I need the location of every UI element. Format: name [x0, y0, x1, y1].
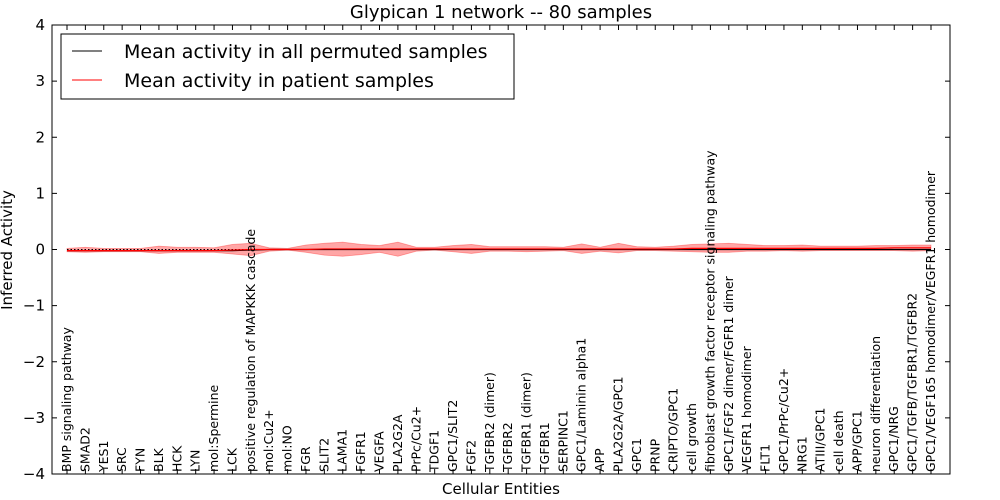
- legend-label-patient: Mean activity in patient samples: [124, 70, 434, 92]
- category-label: BLK: [151, 447, 166, 472]
- category-label: LYN: [188, 450, 203, 472]
- category-label: GPC1/NRG: [886, 406, 901, 472]
- category-label: APP/GPC1: [849, 410, 864, 472]
- category-label: GPC1/SLIT2: [445, 400, 460, 472]
- y-tick-label: 4: [35, 16, 45, 34]
- category-label: GPC1/FGF2 dimer/FGFR1 dimer: [721, 275, 736, 472]
- legend: Mean activity in all permuted samples Me…: [60, 33, 515, 100]
- category-label: NRG1: [794, 436, 809, 472]
- y-axis-ticks: 4 3 2 1 0 −1 −2 −3 −4: [23, 16, 950, 483]
- category-label: neuron differentiation: [868, 336, 883, 472]
- category-label: SERPINC1: [555, 410, 570, 472]
- category-label: GPC1/VEGF165 homodimer/VEGFR1 homodimer: [923, 170, 938, 472]
- category-label: LCK: [224, 447, 239, 472]
- category-label: SMAD2: [77, 427, 92, 472]
- category-label: GPC1/PrPc/Cu2+: [776, 368, 791, 472]
- legend-box: [60, 33, 515, 100]
- category-label: PLA2G2A: [390, 414, 405, 472]
- legend-label-permuted: Mean activity in all permuted samples: [124, 41, 487, 63]
- category-label: TGFBR1: [537, 422, 552, 473]
- y-tick-label: −3: [23, 409, 45, 427]
- category-label: GPC1/Laminin alpha1: [574, 338, 589, 472]
- y-tick-label: 0: [35, 241, 45, 259]
- category-label: PLA2G2A/GPC1: [610, 376, 625, 472]
- category-label: GPC1/TGFB/TGFBR1/TGFBR2: [905, 293, 920, 472]
- y-tick-label: 2: [35, 128, 45, 146]
- category-label: FLT1: [758, 444, 773, 472]
- category-label: GPC1: [629, 438, 644, 472]
- category-label: LAMA1: [335, 429, 350, 472]
- category-label: PrPc/Cu2+: [408, 406, 423, 472]
- y-tick-label: −2: [23, 353, 45, 371]
- category-label: FGFR1: [353, 431, 368, 472]
- y-tick-label: −4: [23, 465, 45, 483]
- chart-title: Glypican 1 network -- 80 samples: [350, 2, 652, 23]
- category-label: TGFBR2 (dimer): [482, 372, 497, 473]
- category-label: mol:NO: [280, 425, 295, 472]
- category-label: SLIT2: [316, 438, 331, 472]
- x-axis-ticks: [66, 25, 932, 474]
- y-tick-label: 1: [35, 184, 45, 202]
- category-label: FGF2: [463, 440, 478, 472]
- category-label: YES1: [96, 441, 111, 473]
- series-line-layer: [67, 247, 931, 252]
- category-label: cell growth: [684, 403, 699, 472]
- category-label: SRC: [114, 447, 129, 472]
- x-axis-title: Cellular Entities: [442, 480, 560, 498]
- category-label: TDGF1: [427, 430, 442, 473]
- category-label: PRNP: [647, 438, 662, 472]
- category-label: APP: [592, 448, 607, 472]
- category-label: mol:Spermine: [206, 384, 221, 472]
- category-label: VEGFR1 homodimer: [739, 345, 754, 472]
- category-label: CRIPTO/GPC1: [666, 388, 681, 472]
- plot-frame: [51, 24, 951, 475]
- category-labels: BMP signaling pathway SMAD2 YES1 SRC FYN BLK H…: [59, 150, 938, 473]
- y-tick-label: −1: [23, 297, 45, 315]
- series-line-patient: [67, 247, 931, 252]
- category-label: cell death: [831, 410, 846, 472]
- category-label: BMP signaling pathway: [59, 327, 74, 472]
- category-label: TGFBR2: [500, 422, 515, 473]
- category-label: VEGFA: [372, 431, 387, 472]
- category-label: TGFBR1 (dimer): [519, 372, 534, 473]
- category-label: FYN: [133, 448, 148, 472]
- y-tick-label: 3: [35, 72, 45, 90]
- category-label: HCK: [169, 445, 184, 472]
- category-label: ATIII/GPC1: [813, 408, 828, 472]
- category-label: mol:Cu2+: [261, 409, 276, 472]
- y-axis-title: Inferred Activity: [0, 190, 16, 310]
- category-label: positive regulation of MAPKKK cascade: [243, 229, 258, 472]
- category-label: FGR: [298, 446, 313, 472]
- category-label: fibroblast growth factor receptor signal…: [702, 150, 717, 472]
